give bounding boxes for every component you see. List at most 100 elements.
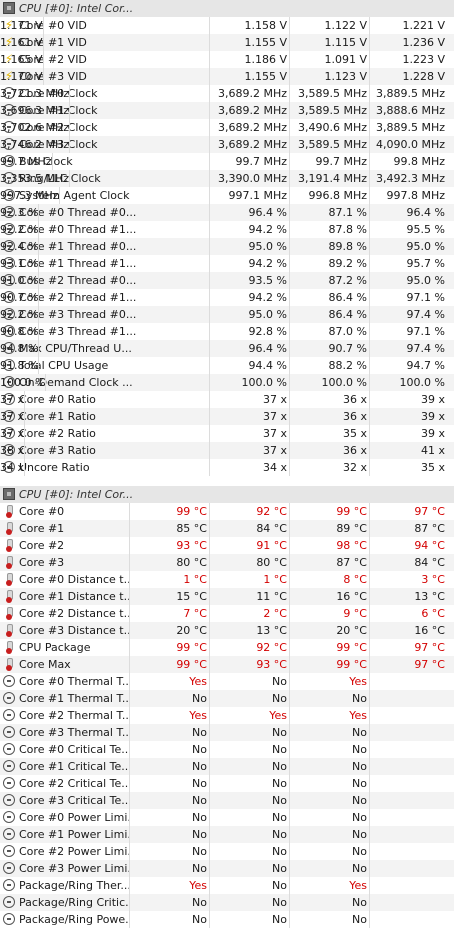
sensor-label: Ring/LLC Clock: [0, 170, 210, 187]
sensor-row[interactable]: Core #1 Critical Te... No No No: [0, 758, 454, 775]
sensor-row[interactable]: Core #1 Thread #0... 95.0 % 89.8 % 95.0 % 92…: [0, 238, 454, 255]
current-value: 3,689.2 MHz: [210, 102, 290, 119]
max-value: No: [290, 724, 370, 741]
current-value: 93.5 %: [210, 272, 290, 289]
sensor-row[interactable]: Total CPU Usage 94.4 % 88.2 % 94.7 % 91.8 %: [0, 357, 454, 374]
current-value: 92.8 %: [210, 323, 290, 340]
sensor-row[interactable]: System Agent Clock 997.1 MHz 996.8 MHz 997.…: [0, 187, 454, 204]
current-value: Yes: [130, 707, 210, 724]
sensor-row[interactable]: Core #0 Power Limi... No No No: [0, 809, 454, 826]
max-value: No: [290, 758, 370, 775]
max-value: No: [290, 894, 370, 911]
gauge-icon: [3, 862, 15, 874]
min-value: 89.2 %: [290, 255, 370, 272]
current-value: 99 °C: [130, 639, 210, 656]
sensor-row[interactable]: Core #0 99 °C 92 °C 99 °C 97 °C: [0, 503, 454, 520]
thermometer-icon: [6, 641, 13, 654]
sensor-row[interactable]: Core #3 Ratio 37 x 36 x 41 x 38 x: [0, 442, 454, 459]
sensor-row[interactable]: Core #0 Thermal T... Yes No Yes: [0, 673, 454, 690]
max-value: 97.4 %: [406, 308, 445, 321]
current-value: 95.0 %: [210, 306, 290, 323]
thermometer-icon: [6, 590, 13, 603]
sensor-row[interactable]: CPU Package 99 °C 92 °C 99 °C 97 °C: [0, 639, 454, 656]
sensor-row[interactable]: Core #3 Clock 3,689.2 MHz 3,589.5 MHz 4,090…: [0, 136, 454, 153]
avg-value: 6 °C: [421, 607, 445, 620]
sensor-row[interactable]: Package/Ring Powe... No No No: [0, 911, 454, 928]
voltage-icon: ⚡: [4, 69, 14, 83]
sensor-label: Core #0 Clock: [0, 85, 210, 102]
sensor-row[interactable]: Core #2 Power Limi... No No No: [0, 843, 454, 860]
current-value: 95.0 %: [210, 238, 290, 255]
sensor-row[interactable]: Core #2 93 °C 91 °C 98 °C 94 °C: [0, 537, 454, 554]
sensor-row[interactable]: Core #3 80 °C 80 °C 87 °C 84 °C: [0, 554, 454, 571]
sensor-row[interactable]: Core #3 Thermal T... No No No: [0, 724, 454, 741]
sensor-row[interactable]: ⚡ Core #3 VID 1.155 V 1.123 V 1.228 V 1.170 V: [0, 68, 454, 85]
max-value: 99.8 MHz: [393, 155, 445, 168]
sensor-row[interactable]: Core #1 Clock 3,689.2 MHz 3,589.5 MHz 3,888…: [0, 102, 454, 119]
sensor-row[interactable]: Package/Ring Ther... Yes No Yes: [0, 877, 454, 894]
sensor-row[interactable]: Core #0 Distance t... 1 °C 1 °C 8 °C 3 °C: [0, 571, 454, 588]
sensor-row[interactable]: Core Max 99 °C 93 °C 99 °C 97 °C: [0, 656, 454, 673]
current-value: Yes: [130, 673, 210, 690]
gauge-icon: [3, 325, 15, 337]
sensor-label: Core #1: [0, 520, 130, 537]
sensor-row[interactable]: Core #3 Thread #1... 92.8 % 87.0 % 97.1 % 90…: [0, 323, 454, 340]
sensor-row[interactable]: Core #2 Thread #0... 93.5 % 87.2 % 95.0 % 91…: [0, 272, 454, 289]
sensor-label: Core #0: [0, 503, 130, 520]
sensor-row[interactable]: Core #0 Thread #0... 96.4 % 87.1 % 96.4 % 92…: [0, 204, 454, 221]
sensor-row[interactable]: Core #1 Power Limi... No No No: [0, 826, 454, 843]
sensor-row[interactable]: ⚡ Core #1 VID 1.155 V 1.115 V 1.236 V 1.161 V: [0, 34, 454, 51]
gauge-icon: [3, 410, 15, 422]
sensor-label: Core #2: [0, 537, 130, 554]
sensor-row[interactable]: Core #3 Distance t... 20 °C 13 °C 20 °C 16 °…: [0, 622, 454, 639]
sensor-row[interactable]: Core #2 Thermal T... Yes Yes Yes: [0, 707, 454, 724]
sensor-row[interactable]: Ring/LLC Clock 3,390.0 MHz 3,191.4 MHz 3,49…: [0, 170, 454, 187]
sensor-row[interactable]: Core #3 Critical Te... No No No: [0, 792, 454, 809]
sensor-label: Core #1 Thermal T...: [0, 690, 130, 707]
sensor-row[interactable]: Core #2 Thread #1... 94.2 % 86.4 % 97.1 % 90…: [0, 289, 454, 306]
sensor-row[interactable]: Core #3 Thread #0... 95.0 % 86.4 % 97.4 % 92…: [0, 306, 454, 323]
sensor-label: Core #0 Thread #1...: [0, 221, 210, 238]
sensor-row[interactable]: ⚡ Core #0 VID 1.158 V 1.122 V 1.221 V 1.171 V: [0, 17, 454, 34]
min-value: 91 °C: [210, 537, 290, 554]
sensor-label: Max CPU/Thread U...: [0, 340, 210, 357]
max-value: No: [290, 843, 370, 860]
sensor-row[interactable]: Core #2 Ratio 37 x 35 x 39 x 37 x: [0, 425, 454, 442]
sensor-row[interactable]: Core #0 Critical Te... No No No: [0, 741, 454, 758]
sensor-row[interactable]: Core #1 Ratio 37 x 36 x 39 x 37 x: [0, 408, 454, 425]
gauge-icon: [3, 172, 15, 184]
avg-value: [370, 911, 454, 928]
sensor-row[interactable]: Core #1 85 °C 84 °C 89 °C 87 °C: [0, 520, 454, 537]
avg-value: 34 x: [0, 459, 26, 476]
sensor-row[interactable]: Bus Clock 99.7 MHz 99.7 MHz 99.8 MHz 99.7 MH…: [0, 153, 454, 170]
sensor-label: Core Max: [0, 656, 130, 673]
sensor-row[interactable]: Core #3 Power Limi... No No No: [0, 860, 454, 877]
sensor-row[interactable]: Core #2 Critical Te... No No No: [0, 775, 454, 792]
sensor-row[interactable]: Max CPU/Thread U... 96.4 % 90.7 % 97.4 % 94.…: [0, 340, 454, 357]
current-value: 3,689.2 MHz: [210, 85, 290, 102]
min-value: No: [210, 911, 290, 928]
gauge-icon: [3, 444, 15, 456]
sensor-row[interactable]: Core #1 Thermal T... No No No: [0, 690, 454, 707]
sensor-row[interactable]: Core #1 Thread #1... 94.2 % 89.2 % 95.7 % 93…: [0, 255, 454, 272]
sensor-row[interactable]: Package/Ring Critic... No No No: [0, 894, 454, 911]
gauge-icon: [3, 308, 15, 320]
sensor-row[interactable]: Core #1 Distance t... 15 °C 11 °C 16 °C 13 °…: [0, 588, 454, 605]
sensor-row[interactable]: Core #0 Thread #1... 94.2 % 87.8 % 95.5 % 92…: [0, 221, 454, 238]
gauge-icon: [3, 189, 15, 201]
current-value: No: [130, 809, 210, 826]
section-header[interactable]: CPU [#0]: Intel Cor...: [0, 486, 454, 503]
sensor-row[interactable]: Core #2 Clock 3,689.2 MHz 3,490.6 MHz 3,889…: [0, 119, 454, 136]
gauge-icon: [3, 393, 15, 405]
max-value: 99 °C: [290, 503, 370, 520]
min-value: 1 °C: [210, 571, 290, 588]
sensor-row[interactable]: Core #0 Ratio 37 x 36 x 39 x 37 x: [0, 391, 454, 408]
section-header[interactable]: CPU [#0]: Intel Cor...: [0, 0, 454, 17]
sensor-row[interactable]: On-Demand Clock ... 100.0 % 100.0 % 100.0 %…: [0, 374, 454, 391]
max-value: No: [290, 911, 370, 928]
current-value: No: [130, 741, 210, 758]
sensor-row[interactable]: Core #2 Distance t... 7 °C 2 °C 9 °C 6 °C: [0, 605, 454, 622]
sensor-row[interactable]: Uncore Ratio 34 x 32 x 35 x 34 x: [0, 459, 454, 476]
sensor-row[interactable]: ⚡ Core #2 VID 1.186 V 1.091 V 1.223 V 1.165 V: [0, 51, 454, 68]
sensor-row[interactable]: Core #0 Clock 3,689.2 MHz 3,589.5 MHz 3,889…: [0, 85, 454, 102]
